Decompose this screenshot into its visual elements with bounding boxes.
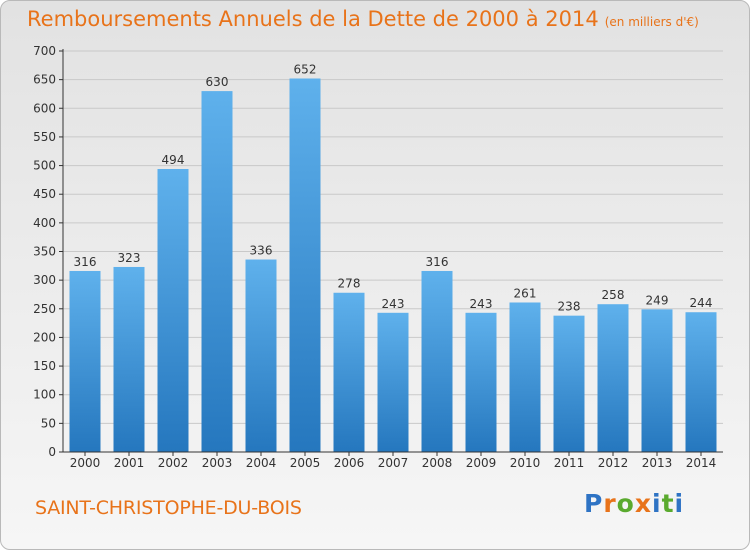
x-tick-label: 2008 [422,456,453,470]
y-tick-label: 150 [33,359,56,373]
x-tick-label: 2003 [202,456,233,470]
x-tick-label: 2000 [70,456,101,470]
commune-name: SAINT-CHRISTOPHE-DU-BOIS [35,497,302,519]
data-label: 243 [470,297,493,311]
x-tick-label: 2014 [686,456,717,470]
bar [113,266,145,452]
y-tick-label: 400 [33,216,56,230]
data-label: 278 [338,277,361,291]
bar [553,315,585,452]
x-tick-label: 2002 [158,456,189,470]
y-tick-label: 250 [33,302,56,316]
chart-title: Remboursements Annuels de la Dette de 20… [27,7,699,31]
data-label: 249 [646,293,669,307]
bar [597,304,629,452]
bar [377,312,409,452]
data-label: 323 [118,251,141,265]
x-tick-label: 2012 [598,456,629,470]
data-label: 244 [690,296,713,310]
y-tick-label: 350 [33,245,56,259]
x-tick-label: 2006 [334,456,365,470]
x-tick-label: 2007 [378,456,409,470]
y-tick-label: 550 [33,130,56,144]
y-tick-label: 100 [33,388,56,402]
data-label: 494 [162,153,185,167]
y-tick-label: 500 [33,159,56,173]
bar [201,91,233,452]
x-tick-label: 2013 [642,456,673,470]
x-tick-label: 2005 [290,456,321,470]
x-tick-label: 2004 [246,456,277,470]
bar [289,78,321,453]
x-tick-label: 2001 [114,456,145,470]
data-label: 243 [382,297,405,311]
data-label: 316 [426,255,449,269]
y-tick-label: 600 [33,101,56,115]
y-tick-label: 300 [33,273,56,287]
data-label: 336 [250,244,273,258]
data-label: 652 [294,62,317,76]
bar [509,302,541,452]
y-tick-label: 700 [33,44,56,58]
data-label: 238 [558,300,581,314]
bar [69,270,101,452]
x-tick-label: 2009 [466,456,497,470]
data-label: 630 [206,75,229,89]
data-label: 316 [74,255,97,269]
y-tick-label: 200 [33,330,56,344]
y-tick-label: 50 [41,416,56,430]
bar [465,312,497,452]
data-label: 261 [514,286,537,300]
bar [333,292,365,452]
y-tick-label: 450 [33,187,56,201]
proxiti-logo: Proxiti [584,489,685,518]
y-tick-label: 650 [33,73,56,87]
chart-subtitle: (en milliers d'€) [604,15,699,29]
bar [641,309,673,452]
bar [157,169,189,452]
x-tick-label: 2011 [554,456,585,470]
bar [245,259,277,452]
bar [685,312,717,452]
x-tick-label: 2010 [510,456,541,470]
data-label: 258 [602,288,625,302]
y-tick-label: 0 [48,445,56,459]
bar [421,270,453,452]
